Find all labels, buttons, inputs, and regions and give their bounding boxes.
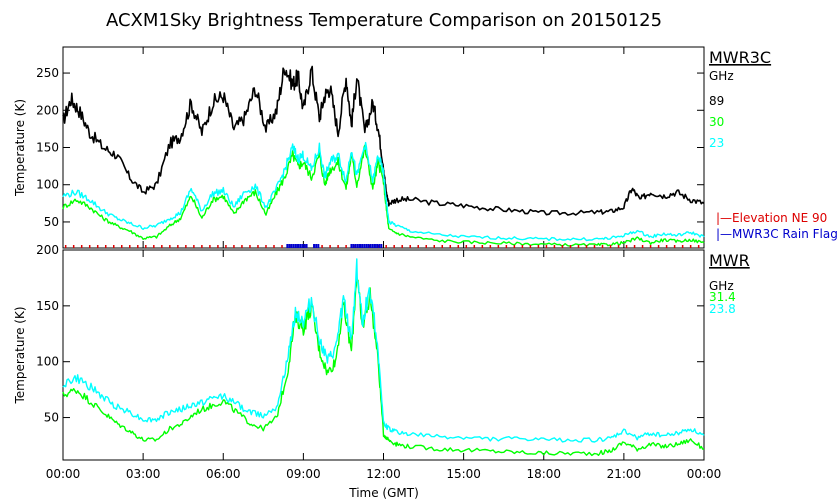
plot-frame <box>62 46 705 249</box>
x-tick-label: 00:00 <box>46 467 81 481</box>
legend-entry-23: 23 <box>709 136 724 150</box>
flag-label: |—Elevation NE 90 <box>716 211 827 225</box>
series-line-23.8 <box>62 258 705 443</box>
series-line-23 <box>62 141 705 242</box>
series-line-30 <box>62 144 705 248</box>
chart-title: ACXM1Sky Brightness Temperature Comparis… <box>106 10 662 31</box>
legend-title: MWR3C <box>709 48 771 67</box>
flag-label: |—MWR3C Rain Flag <box>716 227 838 241</box>
y-axis-label: Temperature (K) <box>13 306 27 404</box>
y-tick-label: 150 <box>36 141 59 155</box>
series-line-89 <box>62 65 705 216</box>
legend-unit: GHz <box>709 69 734 83</box>
top-panel: 50 100 150 200 250 Temperature (K) MWR3C GHz 89 3… <box>13 46 838 249</box>
y-tick-label: 150 <box>36 299 59 313</box>
legend-entry-23.8: 23.8 <box>709 302 736 316</box>
y-tick-label: 100 <box>36 178 59 192</box>
legend-title: MWR <box>709 251 750 270</box>
legend-entry-30: 30 <box>709 115 724 129</box>
series-line-31.4 <box>62 276 705 457</box>
y-tick-label: 100 <box>36 355 59 369</box>
x-tick-label: 00:00 <box>687 467 722 481</box>
legend-unit: GHz <box>709 279 734 293</box>
x-tick-label: 03:00 <box>126 467 161 481</box>
y-axis-label: Temperature (K) <box>13 99 27 197</box>
x-tick-label: 21:00 <box>607 467 642 481</box>
x-tick-label: 15:00 <box>446 467 481 481</box>
x-axis-label: Time (GMT) <box>348 486 419 500</box>
x-tick-label: 06:00 <box>206 467 241 481</box>
y-tick-label: 200 <box>36 103 59 117</box>
bottom-panel: 50 100 150 200 00:00 03:00 06:00 09:00 12:00 15:0… <box>13 243 750 481</box>
y-tick-label: 50 <box>44 215 59 229</box>
legend-entry-89: 89 <box>709 94 724 108</box>
x-tick-label: 18:00 <box>526 467 561 481</box>
x-tick-label: 09:00 <box>286 467 321 481</box>
x-tick-label: 12:00 <box>366 467 401 481</box>
legend-entry-31.4: 31.4 <box>709 290 736 304</box>
y-tick-label: 50 <box>44 411 59 425</box>
y-tick-label: 250 <box>36 66 59 80</box>
y-tick-label: 200 <box>36 243 59 257</box>
